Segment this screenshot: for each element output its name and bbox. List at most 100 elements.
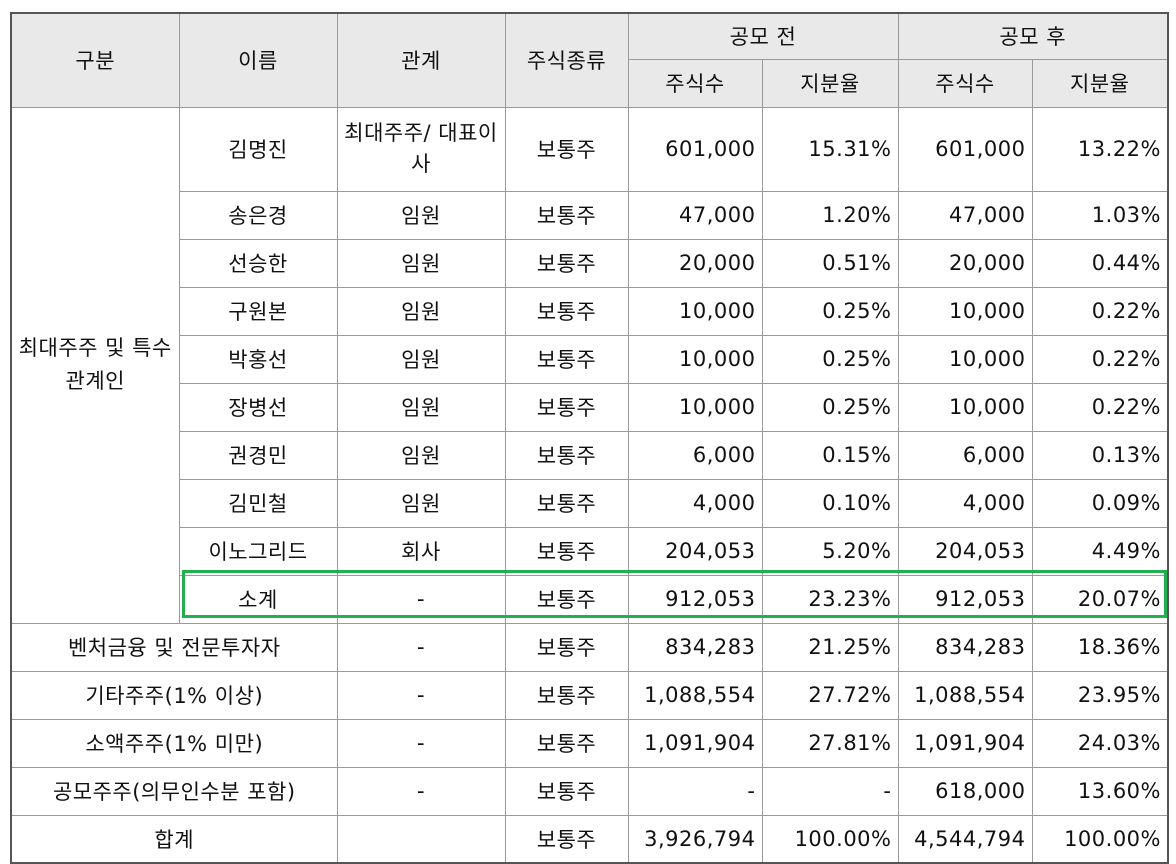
post-shares-cell: 1,088,554 xyxy=(897,670,1033,720)
post-shares-cell: 47,000 xyxy=(897,190,1033,240)
relation-cell: - xyxy=(336,718,506,768)
pre-ratio-cell: 0.10% xyxy=(761,478,899,528)
pre-ratio-cell: 0.51% xyxy=(761,238,899,288)
table-row: 소액주주(1% 미만) - 보통주 1,091,904 27.81% 1,091,904 2… xyxy=(10,718,1169,768)
post-ratio-cell: 1.03% xyxy=(1031,190,1169,240)
post-ratio-cell: 13.60% xyxy=(1031,766,1169,816)
post-shares-cell: 912,053 xyxy=(897,574,1033,624)
pre-shares-cell: 204,053 xyxy=(627,526,763,576)
table-row: 선승한 임원 보통주 20,000 0.51% 20,000 0.44% xyxy=(11,238,1169,288)
header-post-shares: 주식수 xyxy=(897,58,1033,108)
post-ratio-cell: 0.44% xyxy=(1031,238,1169,288)
table-row: 벤처금융 및 전문투자자 - 보통주 834,283 21.25% 834,283 18.3… xyxy=(10,622,1169,672)
group-label-cell: 최대주주 및 특수관계인 xyxy=(10,106,180,624)
post-ratio-cell: 0.22% xyxy=(1031,286,1169,336)
post-ratio-cell: 4.49% xyxy=(1031,526,1169,576)
total-post-ratio-cell: 100.00% xyxy=(1031,814,1169,864)
table-row: 김민철 임원 보통주 4,000 0.10% 4,000 0.09% xyxy=(11,478,1169,528)
relation-cell: 임원 xyxy=(336,238,506,288)
relation-cell: 임원 xyxy=(336,430,506,480)
stock-type-cell: 보통주 xyxy=(504,382,629,432)
post-ratio-cell: 20.07% xyxy=(1031,574,1169,624)
post-shares-cell: 204,053 xyxy=(897,526,1033,576)
total-label-cell: 합계 xyxy=(10,814,338,864)
post-shares-cell: 20,000 xyxy=(897,238,1033,288)
pre-ratio-cell: - xyxy=(761,766,899,816)
post-ratio-cell: 18.36% xyxy=(1031,622,1169,672)
stock-type-cell: 보통주 xyxy=(504,526,629,576)
pre-ratio-cell: 27.72% xyxy=(761,670,899,720)
pre-ratio-cell: 0.25% xyxy=(761,286,899,336)
relation-cell: - xyxy=(336,766,506,816)
post-shares-cell: 601,000 xyxy=(897,106,1033,192)
table-row: 공모주주(의무인수분 포함) - 보통주 - -618,000 13.60% xyxy=(10,766,1169,816)
relation-cell: - xyxy=(336,670,506,720)
post-ratio-cell: 0.13% xyxy=(1031,430,1169,480)
name-cell: 장병선 xyxy=(178,382,338,432)
category-label-cell: 공모주주(의무인수분 포함) xyxy=(10,766,338,816)
pre-ratio-cell: 0.15% xyxy=(761,430,899,480)
header-post-ratio: 지분율 xyxy=(1031,58,1169,108)
total-stock-type-cell: 보통주 xyxy=(504,814,629,864)
name-cell: 선승한 xyxy=(178,238,338,288)
header-relation: 관계 xyxy=(336,12,506,108)
pre-ratio-cell: 15.31% xyxy=(761,106,899,192)
pre-ratio-cell: 23.23% xyxy=(761,574,899,624)
stock-type-cell: 보통주 xyxy=(504,430,629,480)
pre-shares-cell: 20,000 xyxy=(627,238,763,288)
post-ratio-cell: 0.22% xyxy=(1031,382,1169,432)
post-shares-cell: 10,000 xyxy=(897,286,1033,336)
pre-ratio-cell: 21.25% xyxy=(761,622,899,672)
header-stock-type: 주식종류 xyxy=(504,12,629,108)
table-body: 최대주주 및 특수관계인 김명진 최대주주/ 대표이사 보통주 601,000 15.31… xyxy=(10,106,1169,864)
post-ratio-cell: 24.03% xyxy=(1031,718,1169,768)
table-header: 구분 이름 관계 주식종류 공모 전 공모 후 주식수 지분율 주식수 지분율 xyxy=(10,12,1169,108)
stock-type-cell: 보통주 xyxy=(504,766,629,816)
table-row: 장병선 임원 보통주 10,000 0.25% 10,000 0.22% xyxy=(11,382,1169,432)
pre-shares-cell: 834,283 xyxy=(627,622,763,672)
post-shares-cell: 10,000 xyxy=(897,334,1033,384)
header-before-ipo: 공모 전 xyxy=(627,12,899,60)
name-cell: 이노그리드 xyxy=(178,526,338,576)
pre-shares-cell: 10,000 xyxy=(627,334,763,384)
name-cell: 권경민 xyxy=(178,430,338,480)
name-cell: 박홍선 xyxy=(178,334,338,384)
pre-shares-cell: 912,053 xyxy=(627,574,763,624)
total-relation-cell xyxy=(336,814,506,864)
relation-cell: - xyxy=(336,574,506,624)
table-row: 구원본 임원 보통주 10,000 0.25% 10,000 0.22% xyxy=(11,286,1169,336)
table-row: 송은경 임원 보통주 47,000 1.20% 47,000 1.03% xyxy=(11,190,1169,240)
relation-cell: 임원 xyxy=(336,286,506,336)
relation-cell: 최대주주/ 대표이사 xyxy=(336,106,506,192)
header-pre-shares: 주식수 xyxy=(627,58,763,108)
relation-cell: 임원 xyxy=(336,382,506,432)
stock-type-cell: 보통주 xyxy=(504,478,629,528)
stock-type-cell: 보통주 xyxy=(504,622,629,672)
post-shares-cell: 10,000 xyxy=(897,382,1033,432)
table-row: 기타주주(1% 이상) - 보통주 1,088,554 27.72% 1,088,554 2… xyxy=(10,670,1169,720)
pre-ratio-cell: 5.20% xyxy=(761,526,899,576)
total-pre-ratio-cell: 100.00% xyxy=(761,814,899,864)
post-shares-cell: 6,000 xyxy=(897,430,1033,480)
stock-type-cell: 보통주 xyxy=(504,574,629,624)
relation-cell: 임원 xyxy=(336,478,506,528)
stock-type-cell: 보통주 xyxy=(504,286,629,336)
total-row: 합계 보통주 3,926,794 100.00% 4,544,794 100.00% xyxy=(10,814,1169,864)
header-category: 구분 xyxy=(10,12,180,108)
post-ratio-cell: 23.95% xyxy=(1031,670,1169,720)
name-cell: 김명진 xyxy=(178,106,338,192)
table-row: 최대주주 및 특수관계인 김명진 최대주주/ 대표이사 보통주 601,000 15.31… xyxy=(10,106,1169,624)
name-cell: 소계 xyxy=(178,574,338,624)
table-row: 박홍선 임원 보통주 10,000 0.25% 10,000 0.22% xyxy=(11,334,1169,384)
category-label-cell: 소액주주(1% 미만) xyxy=(10,718,338,768)
stock-type-cell: 보통주 xyxy=(504,718,629,768)
pre-shares-cell: 601,000 xyxy=(627,106,763,192)
total-pre-shares-cell: 3,926,794 xyxy=(627,814,763,864)
pre-ratio-cell: 0.25% xyxy=(761,334,899,384)
stock-type-cell: 보통주 xyxy=(504,106,629,192)
post-shares-cell: 4,000 xyxy=(897,478,1033,528)
name-cell: 구원본 xyxy=(178,286,338,336)
post-shares-cell: 1,091,904 xyxy=(897,718,1033,768)
relation-cell: 회사 xyxy=(336,526,506,576)
name-cell: 김민철 xyxy=(178,478,338,528)
